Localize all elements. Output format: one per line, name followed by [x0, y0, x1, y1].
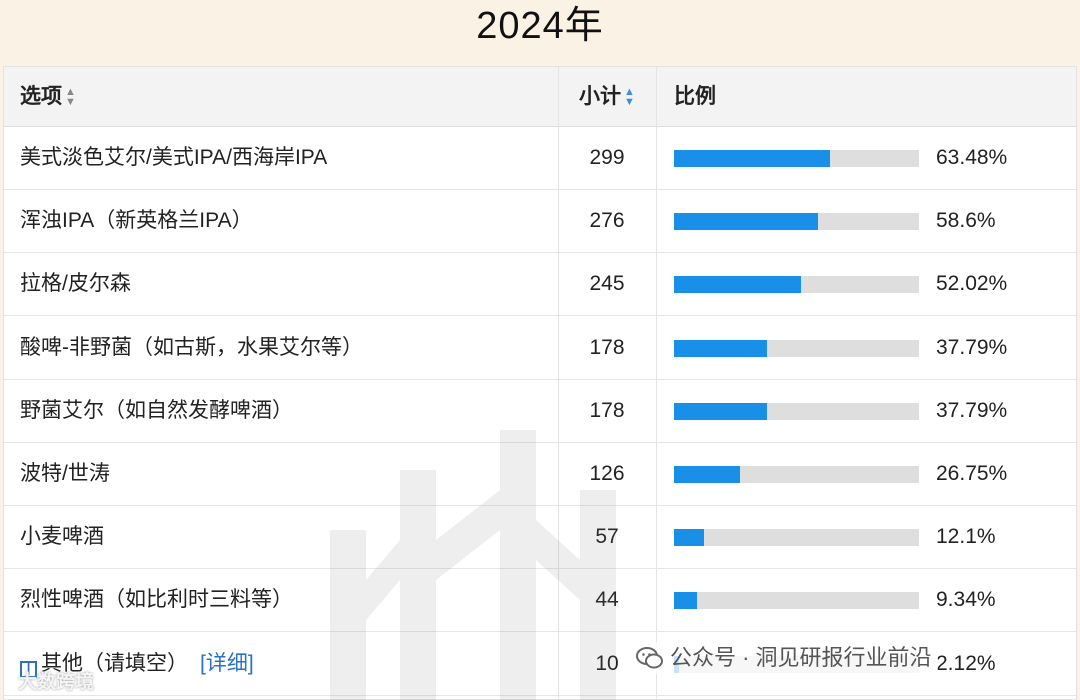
- percent-cell: 58.6%: [936, 209, 996, 233]
- detail-link[interactable]: [详细]: [200, 651, 254, 675]
- header-ratio-label: 比例: [674, 85, 716, 108]
- option-label: 拉格/皮尔森: [20, 272, 131, 296]
- brand-watermark: 大数跨境: [18, 668, 94, 698]
- table-row: 波特/世涛 126 26.75%: [4, 443, 1076, 506]
- header-option[interactable]: 选项 ▲ ▼: [20, 67, 76, 127]
- option-label: 美式淡色艾尔/美式IPA/西海岸IPA: [20, 146, 328, 169]
- option-label: 酸啤-非野菌（如古斯，水果艾尔等）: [20, 335, 363, 359]
- text-input-icon: ┃: [20, 660, 37, 678]
- credit-watermark: 公众号 · 洞见研报行业前沿: [630, 642, 938, 674]
- percent-bar: [674, 466, 919, 483]
- option-label: 浑浊IPA（新英格兰IPA）: [20, 209, 253, 233]
- count-cell: 178: [589, 335, 625, 359]
- table-row: 浑浊IPA（新英格兰IPA） 276 58.6%: [4, 190, 1076, 254]
- percent-cell: 12.1%: [936, 525, 996, 549]
- table-header: 选项 ▲ ▼ 小计 ▲ ▼ 比例: [4, 67, 1076, 127]
- other-label: 其他（请填空）: [41, 651, 188, 675]
- count-cell: 245: [589, 272, 625, 296]
- count-cell: 126: [589, 462, 625, 485]
- percent-bar-fill: [674, 339, 767, 357]
- count-cell: 178: [589, 398, 625, 422]
- option-label: 小麦啤酒: [20, 525, 104, 549]
- percent-bar-fill: [674, 466, 740, 483]
- percent-cell: 26.75%: [936, 462, 1008, 485]
- percent-bar-fill: [674, 529, 704, 547]
- percent-bar-fill: [674, 150, 830, 167]
- percent-cell: 2.12%: [936, 651, 996, 675]
- count-cell: 299: [589, 146, 625, 169]
- table-row: 拉格/皮尔森 245 52.02%: [4, 253, 1076, 317]
- percent-bar: [674, 529, 919, 547]
- wechat-icon: [636, 647, 663, 669]
- percent-bar-fill: [674, 276, 802, 294]
- credit-text: 公众号 · 洞见研报行业前沿: [670, 645, 932, 670]
- percent-bar: [674, 339, 919, 357]
- percent-bar: [674, 276, 919, 294]
- count-cell: 276: [589, 209, 625, 233]
- table-row: 野菌艾尔（如自然发酵啤酒） 178 37.79%: [4, 380, 1076, 443]
- count-cell: 57: [595, 525, 619, 549]
- count-cell: 44: [595, 588, 619, 612]
- option-label: 野菌艾尔（如自然发酵啤酒）: [20, 398, 293, 422]
- header-option-label: 选项: [20, 85, 62, 108]
- option-label: 烈性啤酒（如比利时三料等）: [20, 588, 293, 612]
- other-label-cell: ┃ 其他（请填空） [详细]: [20, 633, 254, 695]
- brand-text: 大数跨境: [18, 672, 95, 693]
- table-row: 烈性啤酒（如比利时三料等） 44 9.34%: [4, 569, 1076, 633]
- option-label: 波特/世涛: [20, 462, 110, 485]
- percent-cell: 37.79%: [936, 335, 1008, 359]
- percent-cell: 63.48%: [936, 146, 1008, 169]
- percent-bar-fill: [674, 213, 818, 231]
- percent-bar: [674, 213, 919, 231]
- count-cell: 10: [595, 651, 619, 675]
- sort-icon[interactable]: ▲ ▼: [65, 86, 76, 109]
- page-title: 2024年: [476, 5, 604, 47]
- table-row: 小麦啤酒 57 12.1%: [4, 506, 1076, 570]
- column-divider: [656, 67, 657, 699]
- percent-bar-fill: [674, 592, 697, 610]
- percent-bar: [674, 592, 919, 610]
- percent-bar: [674, 150, 919, 167]
- table-row: 美式淡色艾尔/美式IPA/西海岸IPA 299 63.48%: [4, 127, 1076, 190]
- percent-cell: 37.79%: [936, 398, 1008, 422]
- percent-bar: [674, 402, 919, 420]
- sort-icon[interactable]: ▲ ▼: [624, 86, 635, 109]
- header-count[interactable]: 小计 ▲ ▼: [558, 67, 656, 127]
- table-row: 酸啤-非野菌（如古斯，水果艾尔等） 178 37.79%: [4, 317, 1076, 380]
- column-divider: [558, 67, 559, 699]
- percent-cell: 9.34%: [936, 588, 996, 612]
- percent-cell: 52.02%: [936, 272, 1008, 296]
- percent-bar-fill: [674, 402, 767, 420]
- header-count-label: 小计: [579, 85, 622, 108]
- results-table: 选项 ▲ ▼ 小计 ▲ ▼ 比例 美式淡色艾尔/美式IPA/西海岸IPA 299 63.48…: [3, 66, 1077, 700]
- header-ratio: 比例: [674, 67, 716, 127]
